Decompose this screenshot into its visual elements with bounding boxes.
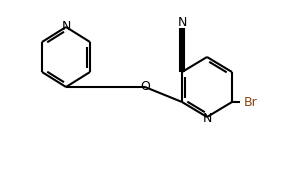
Text: N: N xyxy=(177,15,187,29)
Text: Br: Br xyxy=(244,96,258,108)
Text: N: N xyxy=(202,112,212,125)
Text: N: N xyxy=(61,20,71,33)
Text: O: O xyxy=(140,80,150,93)
